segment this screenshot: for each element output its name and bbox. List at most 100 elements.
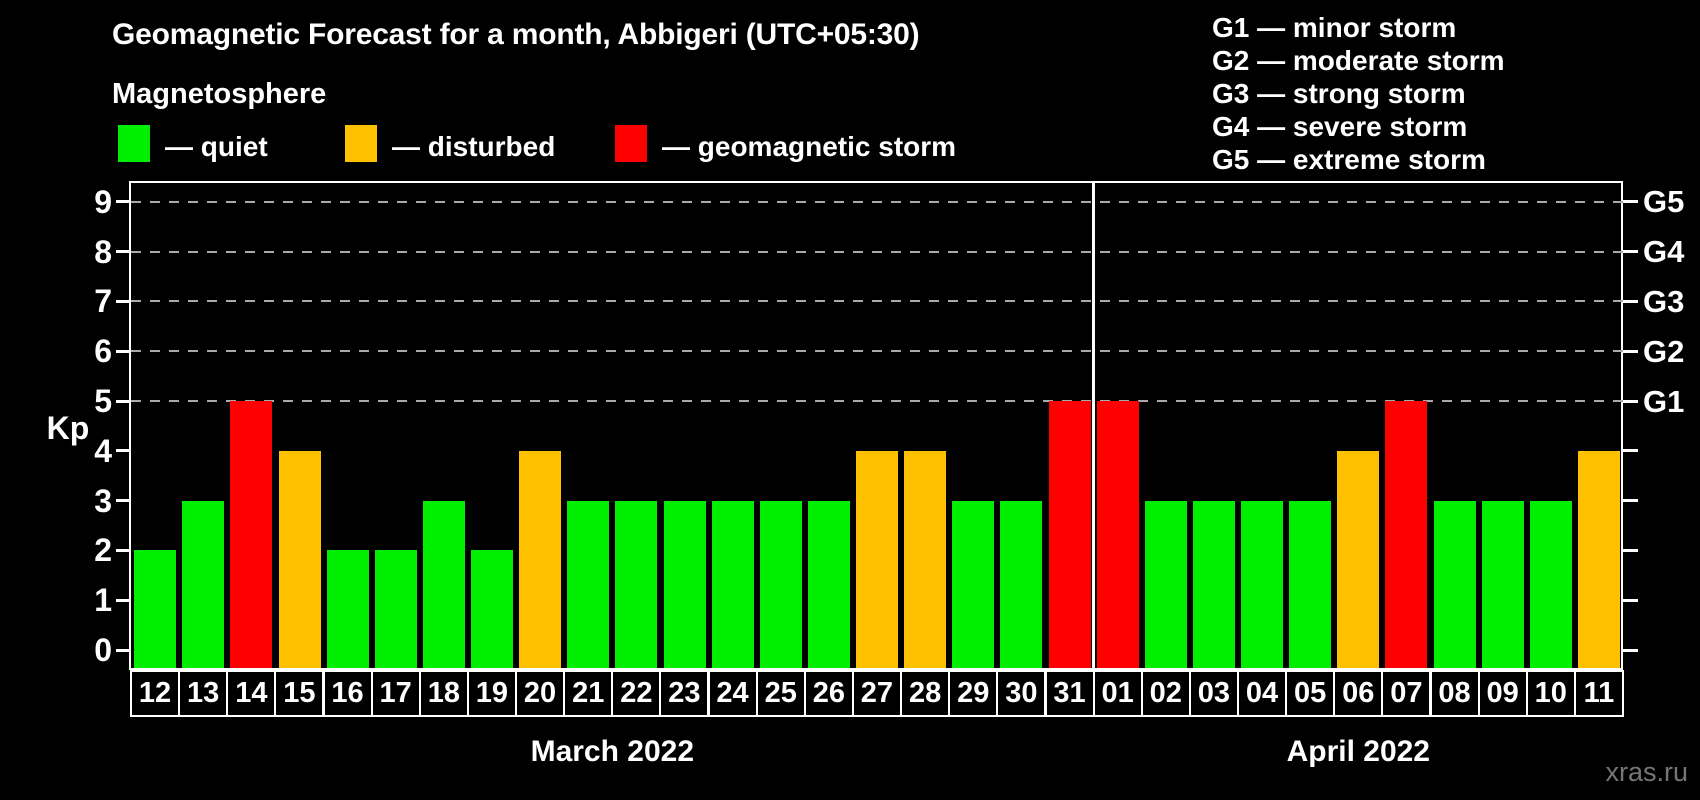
kp-bar-20	[519, 450, 562, 668]
day-label-08: 08	[1429, 670, 1480, 717]
gridline-kp6	[131, 350, 1623, 353]
kp-bar-29	[952, 500, 995, 668]
y-tick-right-9	[1623, 200, 1638, 204]
kp-bar-26	[807, 500, 850, 668]
y-tick-right-6	[1623, 349, 1638, 353]
y-tick-label-0: 0	[94, 632, 112, 668]
kp-bar-16	[326, 550, 369, 668]
day-label-05: 05	[1285, 670, 1336, 717]
chart-title: Geomagnetic Forecast for a month, Abbige…	[112, 18, 920, 51]
day-label-10: 10	[1525, 670, 1576, 717]
g-legend-line-3: G3 — strong storm	[1212, 78, 1466, 109]
right-axis-label-g5: G5	[1643, 184, 1685, 220]
kp-bar-07	[1385, 401, 1428, 668]
day-label-26: 26	[803, 670, 854, 717]
right-axis-label-g1: G1	[1643, 383, 1685, 419]
kp-bar-14	[230, 401, 273, 668]
kp-bar-23	[663, 500, 706, 668]
kp-bar-31	[1048, 401, 1091, 668]
kp-bar-02	[1144, 500, 1187, 668]
plot-area	[131, 183, 1623, 668]
kp-bar-12	[134, 550, 177, 668]
kp-bar-21	[567, 500, 610, 668]
kp-bar-03	[1192, 500, 1235, 668]
storm-legend-label: — geomagnetic storm	[662, 131, 957, 162]
right-axis-label-g4: G4	[1643, 234, 1685, 270]
chart-subtitle: Magnetosphere	[112, 78, 327, 110]
y-tick-left-7	[116, 299, 131, 303]
g-legend-line-5: G5 — extreme storm	[1212, 144, 1486, 175]
y-tick-label-5: 5	[94, 383, 112, 419]
day-label-29: 29	[948, 670, 999, 717]
kp-bar-01	[1096, 401, 1139, 668]
day-label-28: 28	[900, 670, 951, 717]
y-tick-label-9: 9	[94, 183, 112, 220]
kp-bar-25	[759, 500, 802, 668]
kp-bar-04	[1241, 500, 1283, 668]
y-tick-left-5	[116, 399, 131, 403]
gridline-kp5	[131, 400, 1623, 402]
y-tick-label-3: 3	[94, 482, 112, 519]
kp-bar-06	[1337, 450, 1380, 668]
day-label-13: 13	[178, 670, 229, 717]
g-scale-legend: G1 — minor storm G2 — moderate storm G3 — …	[1212, 11, 1505, 176]
day-label-23: 23	[659, 670, 710, 717]
kp-bar-18	[422, 500, 465, 668]
day-label-01: 01	[1092, 670, 1143, 717]
quiet-legend-label: — quiet	[165, 131, 268, 162]
day-label-14: 14	[226, 670, 277, 717]
y-tick-right-8	[1623, 250, 1638, 254]
y-axis-label: Kp	[46, 410, 90, 446]
day-label-31: 31	[1044, 670, 1095, 717]
day-label-09: 09	[1477, 670, 1528, 717]
y-tick-label-4: 4	[94, 432, 112, 469]
kp-bar-24	[711, 500, 754, 668]
gridline-kp8	[131, 250, 1623, 253]
day-label-30: 30	[996, 670, 1047, 717]
day-label-15: 15	[274, 670, 325, 717]
right-axis-label-g2: G2	[1643, 333, 1685, 369]
month-caption-right: April 2022	[1286, 735, 1431, 768]
g-legend-line-4: G4 — severe storm	[1212, 111, 1468, 142]
y-tick-right-1	[1623, 598, 1638, 602]
y-tick-label-2: 2	[94, 532, 112, 569]
day-label-25: 25	[755, 670, 806, 717]
kp-bar-28	[904, 450, 947, 668]
y-tick-right-0	[1623, 648, 1638, 652]
kp-bar-30	[1000, 500, 1043, 668]
gridline-kp7	[131, 300, 1623, 303]
y-tick-label-7: 7	[94, 283, 112, 320]
y-tick-left-3	[116, 499, 131, 503]
storm-legend-swatch-icon	[615, 125, 647, 162]
gridline-kp9	[131, 200, 1623, 203]
y-tick-label-6: 6	[94, 333, 112, 370]
day-label-21: 21	[563, 670, 614, 717]
kp-bar-27	[856, 450, 898, 668]
y-tick-left-4	[116, 449, 131, 453]
y-tick-label-1: 1	[94, 582, 112, 619]
y-tick-right-4	[1623, 449, 1638, 453]
kp-bar-05	[1289, 500, 1332, 668]
y-tick-right-3	[1623, 499, 1638, 503]
day-label-03: 03	[1188, 670, 1239, 717]
kp-bar-08	[1433, 500, 1476, 668]
y-tick-left-0	[116, 648, 131, 652]
y-tick-left-8	[116, 250, 131, 254]
g-legend-line-2: G2 — moderate storm	[1212, 45, 1505, 76]
day-label-12: 12	[130, 670, 181, 717]
day-label-06: 06	[1333, 670, 1384, 717]
disturbed-legend-label: — disturbed	[392, 131, 556, 162]
day-label-20: 20	[515, 670, 566, 717]
day-label-27: 27	[851, 670, 902, 717]
kp-bar-22	[615, 500, 658, 668]
day-label-18: 18	[418, 670, 469, 717]
day-label-22: 22	[611, 670, 662, 717]
kp-bar-10	[1529, 500, 1572, 668]
g-legend-line-1: G1 — minor storm	[1212, 12, 1457, 43]
month-separator-line	[1092, 183, 1096, 668]
right-axis-label-g3: G3	[1643, 283, 1685, 319]
month-caption-left: March 2022	[530, 735, 695, 768]
day-label-17: 17	[370, 670, 421, 717]
day-label-11: 11	[1573, 670, 1624, 717]
